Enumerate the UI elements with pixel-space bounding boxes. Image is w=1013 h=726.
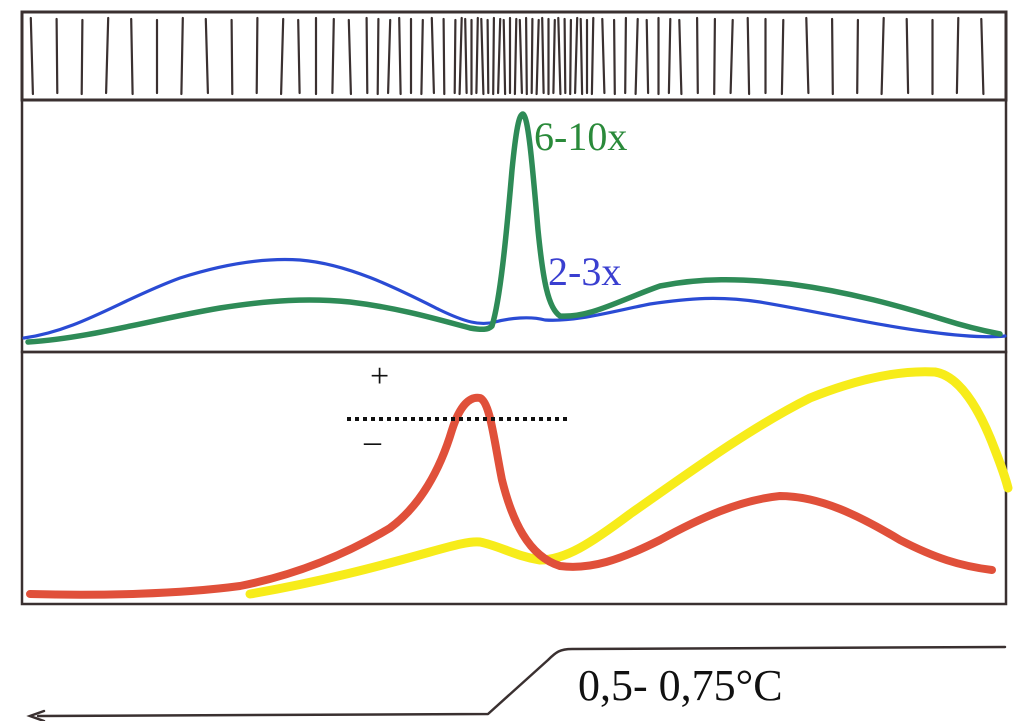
hatch-stroke — [486, 18, 490, 95]
hatch-stroke — [502, 18, 507, 96]
temperature-rise-label: 0,5- 0,75°C — [578, 661, 783, 710]
yellow-hormone-curve — [245, 367, 1013, 599]
hatch-stroke — [667, 17, 672, 95]
hatch-stroke — [480, 17, 485, 96]
hatch-stroke — [563, 17, 567, 95]
hatch-stroke — [230, 18, 234, 96]
hatch-stroke — [430, 16, 435, 95]
hatch-stroke — [255, 16, 259, 95]
hatch-stroke — [420, 18, 424, 96]
hatch-stroke — [513, 17, 518, 96]
hatch-stroke — [535, 18, 540, 96]
hatch-stroke — [557, 16, 562, 96]
hatch-stroke — [331, 17, 335, 95]
hatch-stroke — [579, 17, 584, 96]
hatch-stroke — [130, 17, 134, 96]
hatch-stroke — [830, 17, 834, 96]
hatch-stroke — [387, 18, 392, 95]
hatch-stroke — [104, 16, 110, 95]
hatch-strokes — [29, 16, 985, 96]
basal-temperature-curve: 0,5- 0,75°C — [26, 645, 1007, 723]
hatch-stroke — [464, 17, 468, 95]
hatch-stroke — [80, 18, 84, 96]
hatch-stroke — [780, 18, 785, 96]
red-hormone-curve — [26, 393, 996, 599]
hatch-stroke — [55, 17, 59, 95]
fsh-peak-label: 2-3x — [548, 249, 621, 294]
hatch-stroke — [905, 17, 910, 95]
hatch-stroke — [805, 16, 810, 95]
hatch-stroke — [453, 18, 457, 95]
plus-sign: + — [370, 358, 389, 395]
lower-hormone-panel: + – — [20, 350, 1013, 606]
temperature-arrowhead — [26, 709, 46, 723]
hatch-stroke — [475, 16, 479, 95]
hatch-stroke — [180, 16, 184, 96]
hatch-stroke — [492, 16, 495, 96]
hatch-stroke — [695, 16, 699, 95]
hatch-stroke — [678, 18, 683, 96]
hatch-stroke — [524, 16, 528, 96]
hatch-stroke — [530, 17, 534, 95]
hatch-stroke — [746, 16, 751, 96]
hatch-stroke — [880, 16, 885, 96]
hatch-stroke — [980, 17, 985, 96]
hatch-stroke — [347, 18, 352, 96]
hatch-stroke — [497, 17, 502, 95]
estrogen-peak-label: 6-10x — [534, 114, 627, 159]
hatch-stroke — [713, 17, 717, 96]
upper-hormone-panel: 6-10x 2-3x — [20, 98, 1008, 354]
hatch-stroke — [955, 16, 960, 95]
hatch-stroke — [541, 16, 545, 95]
hatch-stroke — [458, 16, 463, 96]
hatch-stroke — [204, 17, 209, 95]
hatch-stroke — [376, 17, 380, 96]
temperature-step-line — [36, 645, 1007, 718]
hatch-stroke — [280, 17, 285, 96]
hatch-stroke — [569, 18, 573, 96]
hatch-stroke — [624, 16, 628, 95]
hatch-stroke — [29, 16, 35, 96]
hatch-stroke — [297, 18, 301, 95]
hatch-stroke — [645, 18, 650, 95]
hatch-stroke — [398, 16, 402, 96]
green-hormone-curve — [25, 111, 1003, 345]
lower-panel-frame — [20, 350, 1008, 606]
blue-hormone-curve — [22, 257, 1007, 340]
hatch-stroke — [590, 16, 595, 96]
hatch-stroke — [552, 18, 556, 95]
hatch-stroke — [601, 17, 606, 95]
hatch-stroke — [729, 18, 734, 95]
hatch-band — [20, 10, 1008, 102]
hatch-stroke — [573, 16, 579, 95]
minus-sign: – — [363, 423, 382, 460]
hatch-stroke — [856, 18, 860, 95]
hatch-stroke — [365, 16, 369, 95]
hatch-stroke — [612, 18, 616, 96]
hatch-stroke — [634, 17, 639, 96]
hatch-stroke — [442, 17, 446, 96]
hatch-stroke — [518, 18, 524, 95]
